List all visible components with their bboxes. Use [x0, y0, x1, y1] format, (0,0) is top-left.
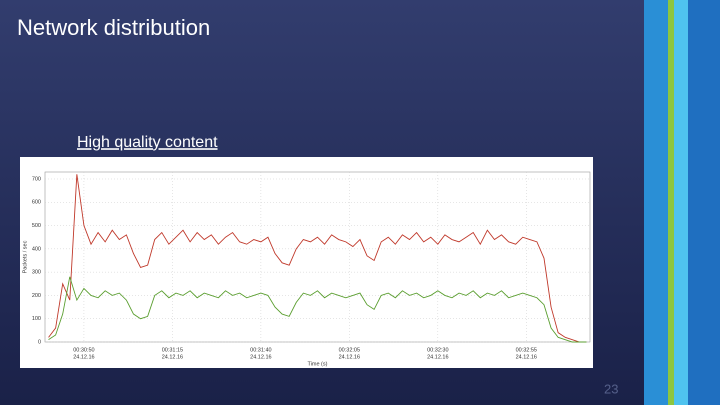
x-tick-label: 00:31:15 [162, 347, 183, 353]
line [48, 174, 587, 343]
stripe [688, 0, 720, 405]
y-tick-label: 100 [32, 316, 41, 322]
y-tick-label: 300 [32, 270, 41, 276]
x-tick-date: 24.12.16 [250, 354, 271, 360]
x-tick-date: 24.12.16 [339, 354, 360, 360]
y-axis-label: Packets / sec [22, 240, 28, 273]
x-tick-label: 00:32:30 [427, 347, 448, 353]
stripe [644, 0, 668, 405]
page-number: 23 [604, 381, 618, 396]
x-tick-label: 00:31:40 [250, 347, 271, 353]
y-tick-label: 400 [32, 246, 41, 252]
y-tick-label: 200 [32, 293, 41, 299]
x-tick-date: 24.12.16 [162, 354, 183, 360]
x-tick-date: 24.12.16 [427, 354, 448, 360]
x-tick-label: 00:32:05 [339, 347, 360, 353]
stripe [674, 0, 688, 405]
line [48, 276, 587, 343]
slide-subtitle: High quality content [77, 134, 218, 151]
slide-title: Network distribution [17, 15, 210, 40]
y-tick-label: 600 [32, 200, 41, 206]
x-tick-date: 24.12.16 [516, 354, 537, 360]
plot-area [44, 171, 591, 343]
stripe [668, 0, 674, 405]
chart: 010020030040050060070000:30:5024.12.1600… [22, 171, 591, 367]
chart-background [20, 157, 593, 368]
y-tick-label: 700 [32, 176, 41, 182]
x-axis-label: Time (s) [308, 361, 328, 367]
x-tick-date: 24.12.16 [73, 354, 94, 360]
y-tick-label: 0 [38, 339, 41, 345]
x-tick-label: 00:30:50 [73, 347, 94, 353]
y-tick-label: 500 [32, 223, 41, 229]
x-tick-label: 00:32:55 [516, 347, 537, 353]
